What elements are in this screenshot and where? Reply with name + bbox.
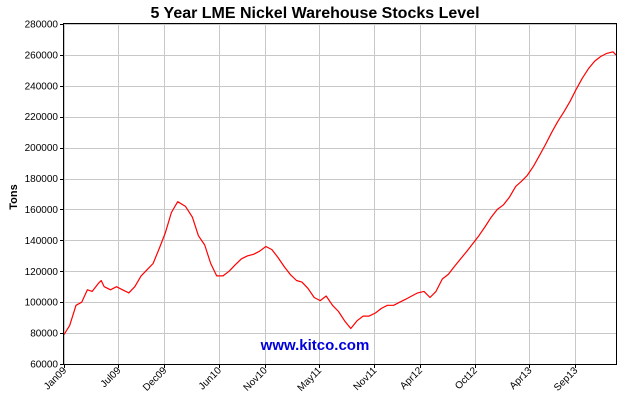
y-tick-label: 80000 — [30, 329, 58, 340]
y-tick-label: 100000 — [25, 298, 59, 309]
y-tick-label: 120000 — [25, 267, 59, 278]
y-tick-label: 280000 — [25, 20, 59, 31]
y-tick-label: 260000 — [25, 50, 59, 61]
x-tick-label: May11 — [296, 365, 325, 394]
chart-title: 5 Year LME Nickel Warehouse Stocks Level — [150, 5, 479, 22]
x-tick-label: Dec09 — [141, 365, 170, 394]
x-tick-label: Jun10 — [197, 365, 224, 392]
y-tick-label: 200000 — [25, 143, 59, 154]
x-tick-label: Oct12 — [453, 365, 480, 392]
x-tick-label: Jul09 — [99, 365, 124, 390]
x-tick-label: Nov11 — [352, 365, 380, 393]
x-tick-label: Apr12 — [398, 365, 425, 392]
grid-lines — [64, 24, 616, 365]
y-axis-label: Tons — [8, 184, 20, 209]
y-tick-label: 160000 — [25, 205, 59, 216]
y-tick-label: 140000 — [25, 236, 59, 247]
y-tick-label: 220000 — [25, 112, 59, 123]
y-axis-ticks: 60000 80000 100000 120000 140000 160000 180000… — [25, 20, 64, 371]
x-tick-label: Sep13 — [552, 365, 581, 394]
series-line — [63, 51, 617, 335]
x-tick-label: Nov10 — [242, 365, 271, 394]
series-group — [63, 51, 617, 335]
y-tick-label: 60000 — [30, 360, 58, 371]
y-tick-label: 240000 — [25, 81, 59, 92]
x-tick-label: Apr13 — [508, 365, 535, 392]
y-tick-label: 180000 — [25, 174, 59, 185]
x-axis-ticks: Jan09 Jul09 Dec09 Jun10 Nov10 May11 Nov11 Apr12… — [42, 364, 581, 394]
plot-frame — [63, 23, 617, 365]
watermark: www.kitco.com — [260, 337, 370, 354]
